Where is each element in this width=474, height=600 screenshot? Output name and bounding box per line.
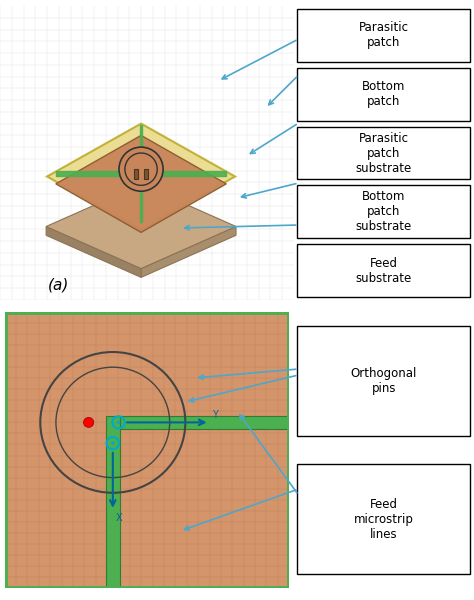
Circle shape (83, 418, 94, 427)
FancyBboxPatch shape (298, 244, 470, 297)
Polygon shape (56, 136, 226, 232)
FancyBboxPatch shape (298, 68, 470, 121)
Circle shape (117, 421, 120, 424)
Polygon shape (47, 124, 235, 229)
Text: Parasitic
patch
substrate: Parasitic patch substrate (356, 131, 412, 175)
Text: X: X (116, 514, 122, 523)
Text: Orthogonal
pins: Orthogonal pins (351, 367, 417, 395)
Bar (144, 169, 148, 179)
FancyBboxPatch shape (298, 9, 470, 62)
Text: Feed
substrate: Feed substrate (356, 257, 412, 284)
Polygon shape (46, 226, 141, 277)
FancyBboxPatch shape (298, 127, 470, 179)
Text: Y: Y (212, 410, 218, 419)
Circle shape (111, 442, 115, 445)
Text: Feed
microstrip
lines: Feed microstrip lines (354, 497, 414, 541)
FancyBboxPatch shape (298, 185, 470, 238)
Text: Parasitic
patch: Parasitic patch (359, 22, 409, 49)
Text: (a): (a) (48, 278, 70, 293)
Text: Bottom
patch: Bottom patch (362, 80, 406, 108)
Bar (106, 415, 120, 588)
Circle shape (119, 147, 163, 191)
Bar (113, 415, 289, 430)
Polygon shape (141, 226, 236, 277)
FancyBboxPatch shape (298, 464, 470, 574)
Polygon shape (46, 184, 236, 269)
Text: Bottom
patch
substrate: Bottom patch substrate (356, 190, 412, 233)
Bar (134, 169, 138, 179)
FancyBboxPatch shape (298, 326, 470, 436)
